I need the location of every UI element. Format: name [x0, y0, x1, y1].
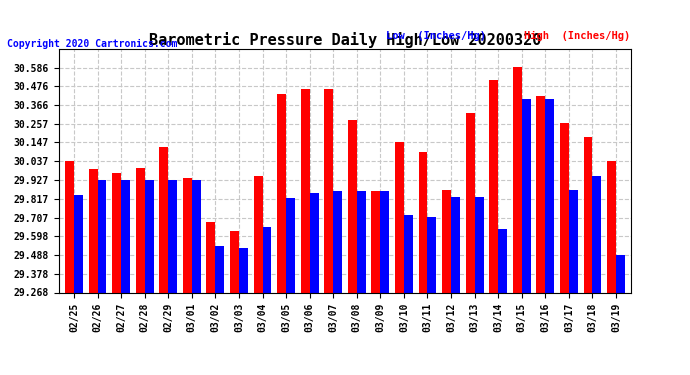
Bar: [65, 161, 74, 292]
Bar: [74, 195, 83, 292]
Bar: [324, 89, 333, 292]
Bar: [121, 180, 130, 292]
Text: Copyright 2020 Cartronics.com: Copyright 2020 Cartronics.com: [7, 39, 177, 49]
Bar: [513, 67, 522, 292]
Bar: [262, 227, 271, 292]
Title: Barometric Pressure Daily High/Low 20200320: Barometric Pressure Daily High/Low 20200…: [149, 32, 541, 48]
Bar: [206, 222, 215, 292]
Bar: [192, 180, 201, 292]
Bar: [584, 137, 593, 292]
Bar: [145, 180, 154, 292]
Bar: [395, 142, 404, 292]
Bar: [168, 180, 177, 292]
Bar: [442, 190, 451, 292]
Bar: [230, 231, 239, 292]
Bar: [239, 248, 248, 292]
Bar: [616, 255, 625, 292]
Bar: [522, 99, 531, 292]
Bar: [607, 161, 616, 292]
Bar: [560, 123, 569, 292]
Text: Low  (Inches/Hg): Low (Inches/Hg): [386, 32, 486, 41]
Bar: [253, 176, 262, 292]
Bar: [136, 168, 145, 292]
Text: High  (Inches/Hg): High (Inches/Hg): [524, 32, 631, 41]
Bar: [404, 215, 413, 292]
Bar: [593, 176, 602, 292]
Bar: [333, 192, 342, 292]
Bar: [286, 198, 295, 292]
Bar: [357, 192, 366, 292]
Bar: [301, 89, 310, 292]
Bar: [428, 217, 437, 292]
Bar: [348, 120, 357, 292]
Bar: [159, 147, 168, 292]
Bar: [97, 180, 106, 292]
Bar: [215, 246, 224, 292]
Bar: [489, 81, 498, 292]
Bar: [475, 196, 484, 292]
Bar: [371, 192, 380, 292]
Bar: [536, 96, 545, 292]
Bar: [112, 172, 121, 292]
Bar: [277, 94, 286, 292]
Bar: [466, 113, 475, 292]
Bar: [183, 178, 192, 292]
Bar: [451, 196, 460, 292]
Bar: [545, 99, 554, 292]
Bar: [380, 192, 389, 292]
Bar: [88, 169, 97, 292]
Bar: [569, 190, 578, 292]
Bar: [498, 229, 507, 292]
Bar: [419, 152, 428, 292]
Bar: [310, 193, 319, 292]
